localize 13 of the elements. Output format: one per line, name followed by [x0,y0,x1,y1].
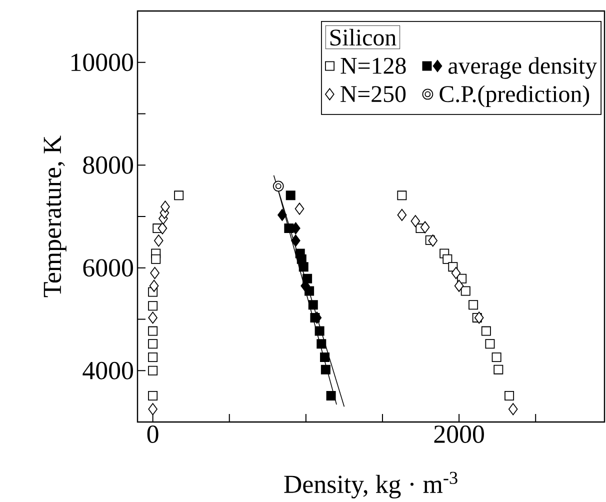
y-axis-title: Temperature, K [44,136,66,298]
y-tick-label: 8000 [83,156,134,174]
y-tick-label: 6000 [83,259,134,277]
legend-label: N=250 [340,86,406,102]
legend-label: average density [448,57,597,79]
x-axis-title: Density, kg · m$^{-3}$ [284,472,458,499]
x-tick-label: 0 [147,426,158,444]
y-tick-label: 10000 [72,54,134,72]
legend-title: Silicon [330,28,396,46]
legend-label: C.P.(prediction) [440,85,590,108]
y-tick-label: 4000 [82,362,134,380]
legend-label: N=128 [340,58,406,74]
x-tick-label: 2000 [434,426,484,444]
